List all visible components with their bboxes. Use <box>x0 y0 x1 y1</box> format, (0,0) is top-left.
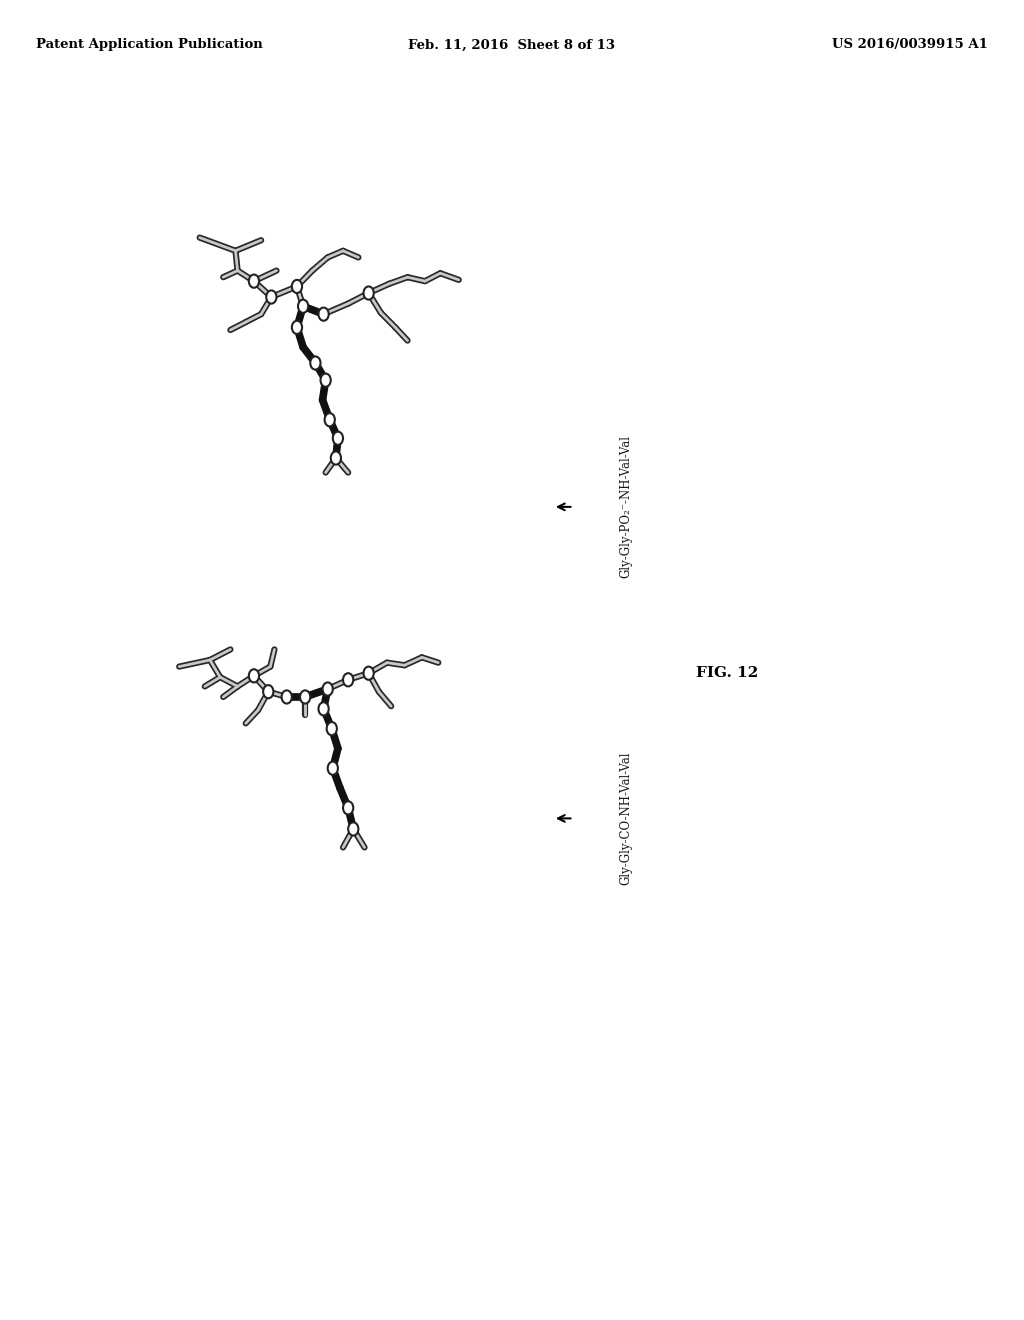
Circle shape <box>321 374 331 387</box>
Circle shape <box>249 669 259 682</box>
Circle shape <box>263 685 273 698</box>
Circle shape <box>249 275 259 288</box>
Circle shape <box>282 690 292 704</box>
Circle shape <box>325 413 335 426</box>
Circle shape <box>300 690 310 704</box>
Circle shape <box>292 280 302 293</box>
Circle shape <box>323 682 333 696</box>
Circle shape <box>298 300 308 313</box>
Circle shape <box>328 762 338 775</box>
Text: FIG. 12: FIG. 12 <box>696 667 759 680</box>
Circle shape <box>327 722 337 735</box>
Text: Patent Application Publication: Patent Application Publication <box>36 38 262 51</box>
Circle shape <box>364 667 374 680</box>
Circle shape <box>364 286 374 300</box>
Text: Feb. 11, 2016  Sheet 8 of 13: Feb. 11, 2016 Sheet 8 of 13 <box>409 38 615 51</box>
Text: Gly-Gly-PO₂⁻-NH-Val-Val: Gly-Gly-PO₂⁻-NH-Val-Val <box>620 436 633 578</box>
Circle shape <box>348 822 358 836</box>
Circle shape <box>292 321 302 334</box>
Circle shape <box>331 451 341 465</box>
Circle shape <box>343 801 353 814</box>
Circle shape <box>343 673 353 686</box>
Circle shape <box>318 308 329 321</box>
Circle shape <box>266 290 276 304</box>
Circle shape <box>333 432 343 445</box>
Circle shape <box>310 356 321 370</box>
Circle shape <box>318 702 329 715</box>
Text: Gly-Gly-CO-NH-Val-Val: Gly-Gly-CO-NH-Val-Val <box>620 751 633 886</box>
Text: US 2016/0039915 A1: US 2016/0039915 A1 <box>833 38 988 51</box>
